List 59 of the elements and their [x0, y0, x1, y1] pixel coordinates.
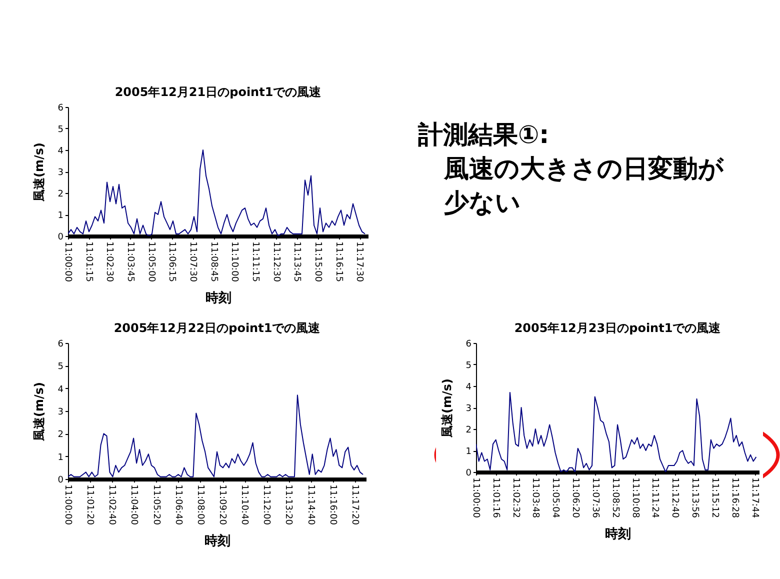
x-tick-label: 11:14:40	[305, 484, 316, 526]
text: 計測結果①:	[418, 119, 550, 151]
y-tick-label: 1	[58, 452, 64, 463]
y-tick-label: 3	[58, 168, 64, 178]
chart-title: 2005年12月22日のpoint1での風速	[114, 321, 322, 335]
x-tick-label: 11:00:00	[62, 242, 72, 282]
x-tick-label: 11:11:15	[250, 242, 260, 282]
x-tick-label: 11:02:40	[106, 484, 117, 526]
chart-title: 2005年12月23日のpoint1での風速	[514, 321, 722, 335]
x-tick-label: 11:04:00	[128, 484, 139, 526]
y-axis-title: 風速(m/s)	[32, 142, 46, 202]
x-axis-title: 時刻	[605, 526, 631, 542]
x-tick-label: 11:01:20	[84, 484, 95, 526]
x-tick-label: 11:16:00	[327, 484, 338, 526]
x-axis-title: 時刻	[204, 532, 230, 549]
x-tick-label: 11:16:15	[333, 242, 344, 282]
y-tick-label: 0	[58, 232, 64, 242]
y-tick-label: 6	[466, 340, 472, 350]
x-tick-label: 11:03:45	[125, 242, 135, 282]
y-tick-label: 4	[58, 384, 64, 395]
x-tick-label: 11:13:20	[283, 484, 294, 526]
x-tick-label: 11:12:00	[261, 484, 272, 526]
chart-title: 2005年12月21日のpoint1での風速	[114, 85, 322, 99]
text: 風速の大きさの日変動が	[442, 153, 724, 185]
line-series	[68, 394, 364, 478]
y-tick-label: 5	[466, 361, 472, 371]
x-tick-label: 11:15:00	[312, 242, 322, 282]
x-tick-label: 11:10:00	[229, 242, 240, 282]
x-axis-title: 時刻	[206, 290, 232, 306]
y-tick-label: 4	[58, 146, 64, 156]
y-tick-label: 5	[58, 362, 64, 372]
y-tick-label: 2	[58, 190, 64, 200]
text: 少ない	[443, 187, 522, 219]
x-tick-label: 11:17:30	[354, 242, 364, 282]
x-tick-label: 11:12:30	[270, 242, 281, 282]
y-tick-label: 2	[58, 430, 64, 440]
y-tick-label: 1	[58, 211, 64, 221]
y-tick-label: 4	[466, 382, 472, 392]
y-tick-label: 6	[58, 104, 64, 114]
x-tick-label: 11:00:00	[62, 484, 72, 526]
x-tick-label: 11:17:20	[349, 484, 360, 526]
x-tick-label: 11:06:40	[172, 484, 183, 526]
y-axis-title: 風速(m/s)	[32, 382, 46, 442]
y-tick-label: 0	[58, 476, 64, 486]
x-tick-label: 11:05:00	[146, 242, 156, 282]
x-tick-label: 11:05:20	[150, 484, 161, 526]
x-tick-label: 11:07:30	[188, 242, 198, 282]
x-tick-label: 11:01:15	[83, 242, 94, 282]
x-tick-label: 11:08:00	[194, 484, 205, 526]
y-tick-label: 5	[58, 125, 64, 135]
y-tick-label: 3	[58, 408, 64, 418]
x-tick-label: 11:06:15	[166, 242, 177, 282]
y-tick-label: 6	[58, 340, 64, 350]
x-tick-label: 11:02:30	[104, 242, 114, 282]
x-tick-label: 11:09:20	[217, 484, 228, 526]
x-tick-label: 11:08:45	[208, 242, 218, 282]
x-tick-label: 11:13:45	[292, 242, 302, 282]
x-tick-label: 11:10:40	[239, 484, 250, 526]
line-series	[68, 150, 366, 236]
